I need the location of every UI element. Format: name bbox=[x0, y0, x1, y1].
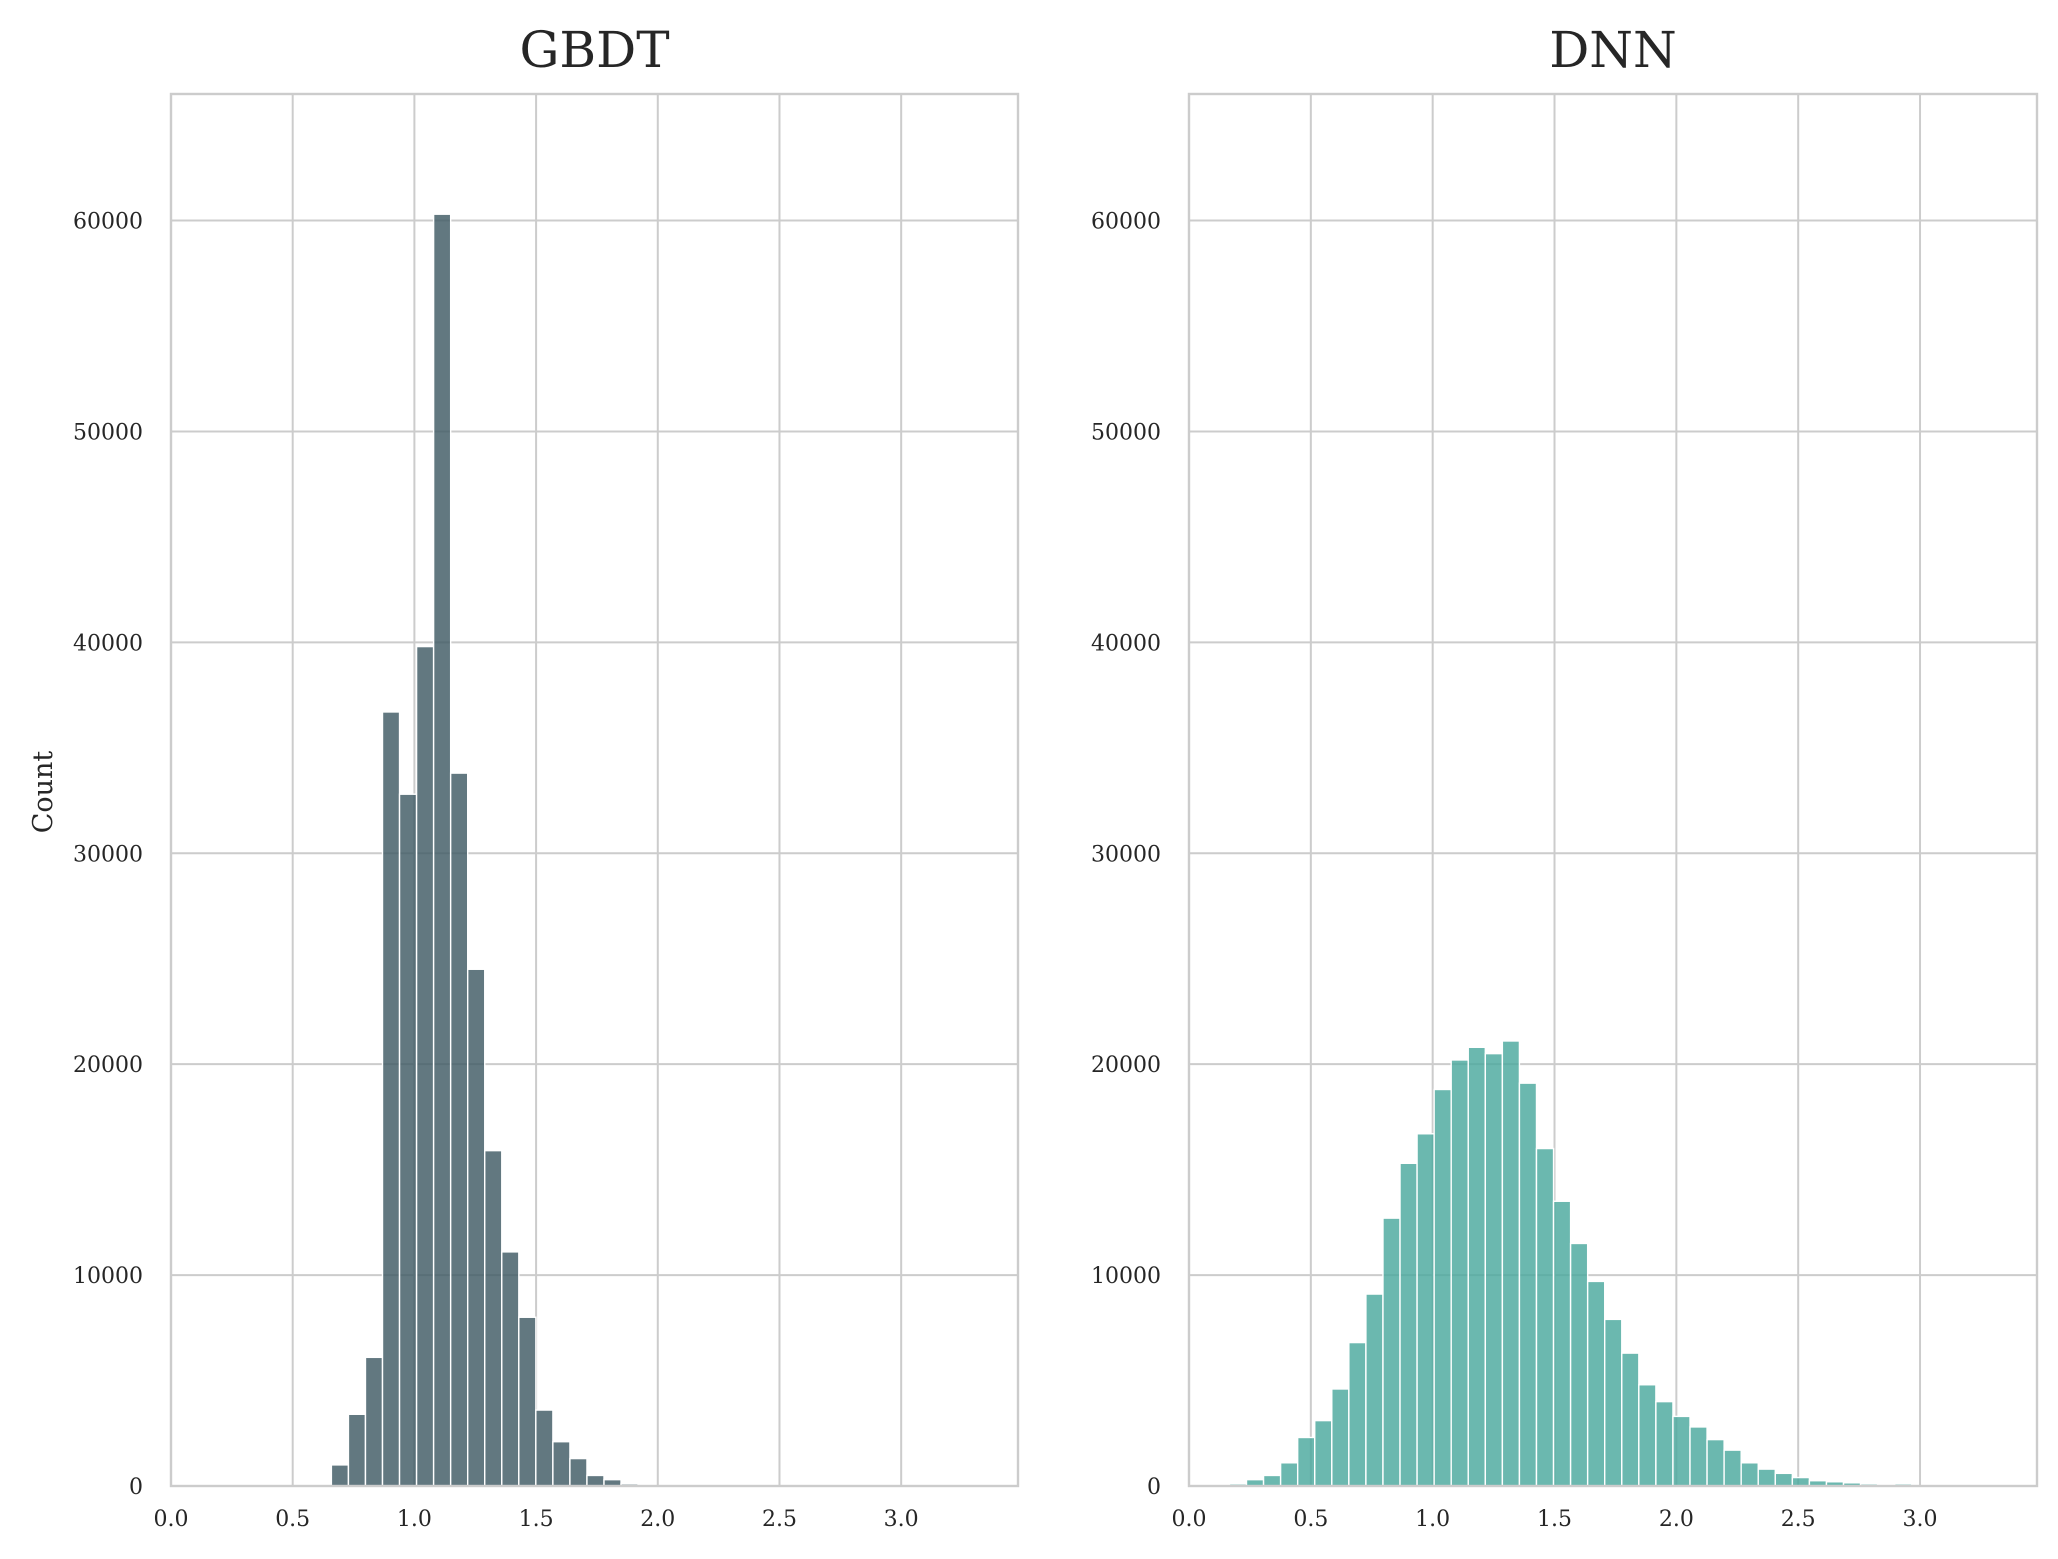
histogram-bar bbox=[432, 213, 452, 1487]
y-tick-label: 50000 bbox=[73, 420, 143, 445]
y-tick-label: 10000 bbox=[73, 1264, 143, 1289]
axes-frame bbox=[169, 92, 1020, 1488]
x-tick-label: 2.0 bbox=[640, 1507, 675, 1532]
y-tick-label: 40000 bbox=[73, 631, 143, 656]
histogram-bar bbox=[1569, 1242, 1589, 1487]
histogram-bar bbox=[1791, 1476, 1811, 1487]
x-tick-label: 3.0 bbox=[884, 1507, 919, 1532]
y-axis-label: Count bbox=[28, 751, 59, 834]
histogram-bar bbox=[347, 1413, 367, 1487]
x-tick-label: 1.0 bbox=[397, 1507, 432, 1532]
x-tick-label: 1.0 bbox=[1415, 1507, 1450, 1532]
x-tick-label: 0.5 bbox=[1293, 1507, 1328, 1532]
histogram-bar bbox=[535, 1409, 554, 1487]
histogram-bar bbox=[1535, 1147, 1555, 1487]
y-tick-label: 40000 bbox=[1091, 631, 1161, 656]
histogram-bar bbox=[501, 1251, 520, 1487]
histogram-bar bbox=[1262, 1474, 1282, 1487]
histogram-bar bbox=[1399, 1162, 1418, 1487]
y-tick-label: 60000 bbox=[73, 210, 143, 235]
x-tick-label: 1.5 bbox=[519, 1507, 554, 1532]
y-tick-label: 20000 bbox=[1091, 1053, 1161, 1078]
histogram-bar bbox=[1518, 1082, 1538, 1487]
y-tick-label: 30000 bbox=[73, 842, 143, 867]
histogram-bar bbox=[1331, 1388, 1350, 1487]
histogram-bar bbox=[1655, 1400, 1674, 1487]
histogram-bar bbox=[1552, 1200, 1572, 1487]
histogram-bar bbox=[1501, 1040, 1521, 1487]
histogram-bar bbox=[1706, 1438, 1725, 1487]
y-tick-label: 10000 bbox=[1091, 1264, 1161, 1289]
histogram-bar bbox=[1672, 1415, 1691, 1487]
x-tick-label: 2.0 bbox=[1659, 1507, 1694, 1532]
histogram-bar bbox=[484, 1149, 503, 1487]
histogram-bar bbox=[1433, 1088, 1452, 1487]
histogram-bar bbox=[1757, 1468, 1776, 1487]
histogram-bar bbox=[1723, 1449, 1742, 1487]
histogram-bar bbox=[1348, 1341, 1367, 1487]
y-tick-label: 60000 bbox=[1091, 210, 1161, 235]
histogram-bar bbox=[1314, 1419, 1333, 1487]
histogram-bar bbox=[518, 1316, 537, 1487]
histogram-bar bbox=[398, 793, 418, 1487]
histogram-bar bbox=[586, 1474, 605, 1487]
y-tick-label: 20000 bbox=[73, 1053, 143, 1078]
histogram-bar bbox=[1484, 1052, 1504, 1487]
histogram-bar bbox=[1689, 1426, 1708, 1487]
histogram-bar bbox=[1740, 1462, 1759, 1487]
histogram-bar bbox=[1604, 1318, 1623, 1487]
histogram-bar bbox=[1279, 1462, 1299, 1487]
histogram-bar bbox=[569, 1457, 588, 1487]
histogram-bar bbox=[415, 645, 435, 1487]
histogram-bar bbox=[1621, 1352, 1640, 1487]
histogram-bar bbox=[1638, 1384, 1657, 1487]
histogram-bar bbox=[1467, 1046, 1487, 1487]
histogram-bar bbox=[1382, 1217, 1401, 1487]
y-tick-label: 0 bbox=[1147, 1475, 1161, 1500]
histogram-bar bbox=[1774, 1472, 1794, 1487]
x-tick-label: 2.5 bbox=[1781, 1507, 1816, 1532]
histogram-bar bbox=[1296, 1436, 1316, 1487]
histogram-bar bbox=[552, 1441, 571, 1487]
x-tick-label: 0.0 bbox=[1172, 1507, 1207, 1532]
subplot-title: GBDT bbox=[519, 21, 669, 79]
histogram-bar bbox=[466, 968, 486, 1487]
histogram-bar bbox=[330, 1464, 350, 1487]
axes-frame bbox=[1187, 92, 2039, 1488]
x-tick-label: 1.5 bbox=[1537, 1507, 1572, 1532]
histogram-bar bbox=[1450, 1059, 1469, 1487]
subplot-gbdt: 0.0 0.5 1.0 1.5 2.0 2.5 3.0 0 10000 20000 30000 400… bbox=[28, 21, 1020, 1532]
histogram-bar bbox=[1586, 1280, 1606, 1487]
histogram-bar bbox=[1365, 1293, 1384, 1487]
y-tick-label: 50000 bbox=[1091, 420, 1161, 445]
subplot-title: DNN bbox=[1549, 21, 1677, 79]
histogram-bar bbox=[449, 772, 469, 1487]
x-tick-label: 3.0 bbox=[1903, 1507, 1938, 1532]
y-tick-label: 30000 bbox=[1091, 842, 1161, 867]
x-tick-label: 0.0 bbox=[154, 1507, 189, 1532]
subplot-dnn: 0.0 0.5 1.0 1.5 2.0 2.5 3.0 0 10000 20000 30000 400… bbox=[1091, 21, 2039, 1532]
histogram-bar bbox=[1416, 1133, 1435, 1487]
x-tick-label: 0.5 bbox=[275, 1507, 310, 1532]
x-tick-label: 2.5 bbox=[762, 1507, 797, 1532]
histogram-bar bbox=[364, 1356, 384, 1487]
histogram-bar bbox=[381, 711, 401, 1487]
y-tick-label: 0 bbox=[129, 1475, 143, 1500]
